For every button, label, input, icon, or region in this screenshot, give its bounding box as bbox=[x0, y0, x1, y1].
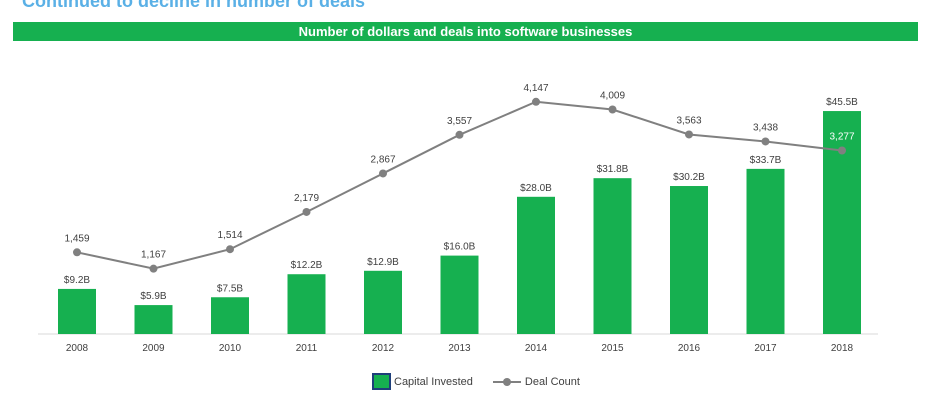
x-tick-label: 2009 bbox=[142, 343, 165, 354]
x-tick-label: 2012 bbox=[372, 343, 395, 354]
legend-bar-label: Capital Invested bbox=[394, 375, 473, 388]
bar-2013 bbox=[440, 255, 479, 334]
legend: Capital Invested Deal Count bbox=[372, 373, 580, 390]
legend-line-marker bbox=[492, 376, 521, 388]
bar-value-label: $16.0B bbox=[444, 242, 476, 253]
x-tick-label: 2010 bbox=[219, 343, 242, 354]
bar-2014 bbox=[517, 196, 555, 334]
bar-value-label: $28.0B bbox=[520, 183, 552, 194]
bar-value-label: $45.5B bbox=[826, 97, 858, 108]
deal-count-point bbox=[685, 130, 693, 139]
deal-count-label: 3,277 bbox=[829, 131, 854, 142]
x-tick-label: 2016 bbox=[678, 343, 701, 354]
deal-count-label: 3,563 bbox=[676, 115, 701, 126]
legend-bar-swatch bbox=[372, 373, 391, 390]
bar-value-label: $5.9B bbox=[140, 291, 166, 302]
deal-count-point bbox=[761, 137, 770, 146]
x-tick-label: 2014 bbox=[525, 343, 548, 354]
x-tick-label: 2011 bbox=[296, 343, 318, 354]
deal-count-point bbox=[73, 248, 81, 257]
bar-value-label: $30.2B bbox=[673, 172, 705, 183]
deal-count-label: 3,557 bbox=[447, 116, 472, 127]
deal-count-point bbox=[532, 97, 540, 106]
bar-value-label: $33.7B bbox=[750, 155, 782, 166]
bar-value-label: $31.8B bbox=[597, 164, 629, 175]
bar-value-label: $12.9B bbox=[367, 257, 399, 268]
deal-count-point bbox=[838, 146, 846, 155]
deal-count-point bbox=[226, 245, 234, 254]
x-tick-label: 2017 bbox=[754, 343, 777, 354]
bar-value-label: $12.2B bbox=[291, 260, 323, 271]
x-tick-label: 2013 bbox=[448, 343, 471, 354]
bar-2017 bbox=[746, 168, 785, 334]
deal-count-label: 4,147 bbox=[523, 83, 548, 94]
deal-count-point bbox=[149, 264, 158, 273]
bar-2018 bbox=[823, 111, 861, 334]
bar-2016 bbox=[670, 186, 708, 334]
deal-count-label: 2,867 bbox=[370, 154, 395, 165]
bar-2008 bbox=[58, 288, 96, 334]
bar-2012 bbox=[364, 270, 402, 334]
deal-count-label: 4,009 bbox=[600, 90, 625, 101]
bar-2011 bbox=[287, 274, 326, 334]
deal-count-point bbox=[455, 130, 464, 139]
deal-count-label: 1,167 bbox=[141, 250, 166, 261]
bar-2015 bbox=[593, 178, 632, 334]
bar-value-label: $9.2B bbox=[64, 275, 90, 286]
x-tick-label: 2008 bbox=[66, 343, 89, 354]
bar-value-label: $7.5B bbox=[217, 283, 243, 294]
x-tick-label: 2015 bbox=[601, 343, 624, 354]
deal-count-point bbox=[608, 105, 617, 114]
bar-2010 bbox=[211, 297, 249, 334]
deal-count-label: 1,514 bbox=[217, 230, 242, 241]
bar-2009 bbox=[134, 305, 173, 334]
x-tick-label: 2018 bbox=[831, 343, 854, 354]
deal-count-point bbox=[302, 207, 311, 216]
chart-banner-title: Number of dollars and deals into softwar… bbox=[13, 22, 918, 41]
deal-count-label: 3,438 bbox=[753, 122, 778, 133]
deal-count-point bbox=[379, 169, 387, 178]
deal-count-label: 1,459 bbox=[64, 233, 89, 244]
legend-line-label: Deal Count bbox=[524, 375, 580, 388]
deal-count-label: 2,179 bbox=[294, 193, 319, 204]
partial-title: Continued to decline in number of deals bbox=[22, 0, 366, 11]
